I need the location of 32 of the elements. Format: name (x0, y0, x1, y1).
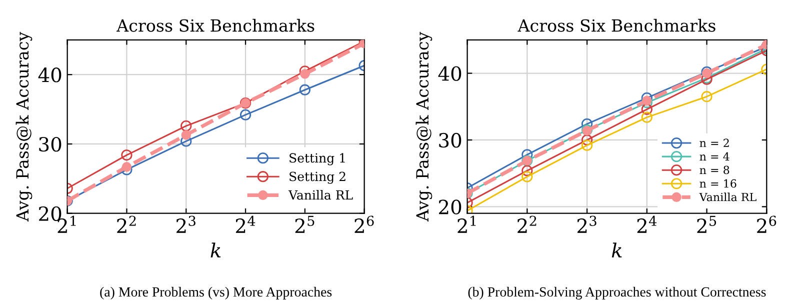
legend-label: Setting 2 (290, 172, 346, 184)
x-tick-label: 2$^{4}$ (236, 216, 256, 233)
y-tick-label: 20 (438, 200, 462, 214)
chart-title: Across Six Benchmarks (518, 18, 716, 32)
legend-label: n = 4 (700, 152, 730, 160)
x-tick-label: 2$^{1}$ (458, 216, 476, 233)
y-axis-title: Avg. Pass@k Accuracy (16, 32, 32, 222)
legend-label: n = 2 (700, 138, 729, 147)
y-axis-title: Avg. Pass@k Accuracy (416, 32, 432, 222)
x-axis-title: k (210, 242, 221, 258)
x-tick-label: 2$^{6}$ (757, 216, 776, 233)
x-axis-title: k (612, 242, 622, 258)
legend-label: n = 16 (700, 179, 736, 188)
text: (a) More Problems (vs) More Approaches (100, 286, 332, 300)
chart-title: Across Six Benchmarks (116, 18, 314, 32)
legend-label: Setting 1 (290, 153, 345, 166)
x-tick-label: 2$^{3}$ (176, 216, 196, 233)
x-tick-label: 2$^{5}$ (697, 216, 716, 233)
y-tick-label: 40 (438, 66, 462, 81)
x-tick-label: 2$^{4}$ (637, 216, 657, 233)
y-tick-label: 30 (439, 132, 462, 148)
x-tick-label: 2$^{5}$ (295, 216, 314, 233)
y-tick-label: 30 (39, 136, 62, 152)
legend-label: n = 8 (700, 166, 730, 174)
text: (b) Problem-Solving Approaches without Correctness (468, 286, 766, 300)
x-tick-label: 2$^{2}$ (518, 216, 536, 233)
x-tick-label: 2$^{3}$ (577, 216, 596, 233)
legend-label: Vanilla RL (699, 192, 756, 202)
x-tick-label: 2$^{2}$ (117, 216, 136, 233)
x-tick-label: 2$^{6}$ (354, 216, 374, 233)
y-tick-label: 40 (38, 68, 62, 82)
legend-label: Vanilla RL (288, 190, 353, 200)
